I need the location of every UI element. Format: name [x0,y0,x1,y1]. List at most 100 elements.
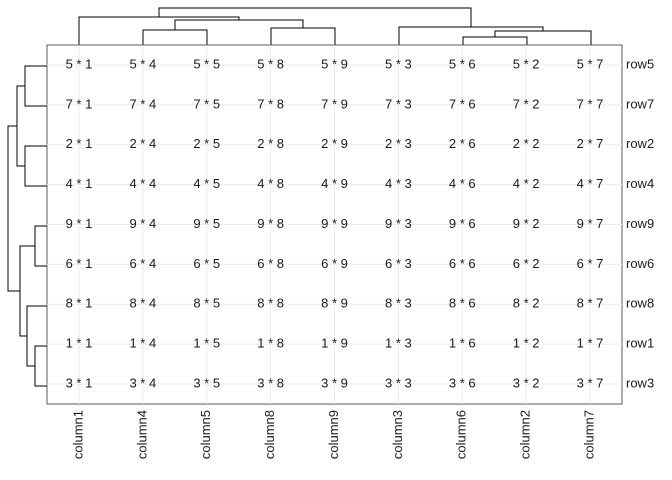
cell-label: 2 * 1 [66,136,93,151]
cell-label: 8 * 3 [385,296,412,311]
cell-label: 5 * 9 [321,56,348,71]
cell-label: 2 * 4 [129,136,156,151]
cell-label: 4 * 7 [577,176,604,191]
cell-label: 9 * 3 [385,216,412,231]
cell-label: 7 * 2 [513,96,540,111]
cell-label: 2 * 5 [193,136,220,151]
cell-label: 2 * 8 [257,136,284,151]
cell-label: 3 * 7 [577,375,604,390]
column-label: column1 [70,410,85,459]
cell-label: 6 * 8 [257,256,284,271]
column-label: column6 [454,410,469,459]
cell-label: 9 * 8 [257,216,284,231]
cell-label: 7 * 6 [449,96,476,111]
cell-label: 9 * 7 [577,216,604,231]
cell-label: 8 * 2 [513,296,540,311]
cell-label: 9 * 5 [193,216,220,231]
cell-label: 4 * 6 [449,176,476,191]
column-label: column8 [262,410,277,459]
cell-label: 1 * 5 [193,336,220,351]
cell-label: 8 * 8 [257,296,284,311]
row-dendrogram [7,65,47,387]
row-label: row3 [626,375,654,390]
cell-label: 5 * 7 [577,56,604,71]
cell-label: 1 * 7 [577,336,604,351]
cell-label: 1 * 8 [257,336,284,351]
cell-label: 4 * 8 [257,176,284,191]
cell-label: 9 * 2 [513,216,540,231]
cell-label: 3 * 3 [385,375,412,390]
cell-label: 7 * 7 [577,96,604,111]
cell-label: 1 * 4 [129,336,156,351]
cell-label: 9 * 4 [129,216,156,231]
cell-label: 6 * 7 [577,256,604,271]
cell-label: 7 * 3 [385,96,412,111]
cell-label: 7 * 5 [193,96,220,111]
cell-label: 8 * 9 [321,296,348,311]
row-label: row1 [626,336,654,351]
cell-label: 7 * 9 [321,96,348,111]
row-label: row6 [626,256,654,271]
cell-label: 2 * 6 [449,136,476,151]
row-label: row4 [626,176,654,191]
cell-label: 2 * 9 [321,136,348,151]
cell-label: 8 * 1 [66,296,93,311]
cell-label: 4 * 5 [193,176,220,191]
cell-label: 3 * 1 [66,375,93,390]
cell-label: 5 * 2 [513,56,540,71]
cell-label: 8 * 7 [577,296,604,311]
cell-label: 5 * 3 [385,56,412,71]
row-label: row8 [626,296,654,311]
column-label: column9 [326,410,341,459]
cell-label: 1 * 2 [513,336,540,351]
cell-label: 7 * 1 [66,96,93,111]
cell-label: 1 * 1 [66,336,93,351]
cell-label: 8 * 4 [129,296,156,311]
cell-label: 6 * 9 [321,256,348,271]
cell-label: 9 * 9 [321,216,348,231]
row-label: row2 [626,136,654,151]
column-label: column4 [134,410,149,459]
column-label: column3 [390,410,405,459]
cell-label: 5 * 4 [129,56,156,71]
cell-label: 5 * 6 [449,56,476,71]
column-label: column7 [581,410,596,459]
cell-label: 7 * 4 [129,96,156,111]
cell-label: 4 * 3 [385,176,412,191]
cell-label: 3 * 6 [449,375,476,390]
cell-label: 9 * 6 [449,216,476,231]
cell-label: 3 * 2 [513,375,540,390]
cell-label: 8 * 6 [449,296,476,311]
cell-label: 6 * 4 [129,256,156,271]
cell-label: 1 * 3 [385,336,412,351]
cell-label: 5 * 1 [66,56,93,71]
cell-label: 1 * 6 [449,336,476,351]
cell-label: 4 * 9 [321,176,348,191]
cell-label: 6 * 6 [449,256,476,271]
cell-label: 4 * 1 [66,176,93,191]
column-label: column2 [518,410,533,459]
cell-label: 9 * 1 [66,216,93,231]
row-label: row9 [626,216,654,231]
cell-label: 4 * 2 [513,176,540,191]
cell-label: 6 * 2 [513,256,540,271]
cell-label: 3 * 8 [257,375,284,390]
cell-label: 6 * 1 [66,256,93,271]
cell-label: 3 * 9 [321,375,348,390]
cell-label: 4 * 4 [129,176,156,191]
column-dendrogram [78,7,592,45]
cell-label: 3 * 4 [129,375,156,390]
cell-label: 7 * 8 [257,96,284,111]
cell-label: 8 * 5 [193,296,220,311]
row-label: row5 [626,56,654,71]
cell-label: 2 * 2 [513,136,540,151]
cell-label: 5 * 5 [193,56,220,71]
cell-label: 5 * 8 [257,56,284,71]
cell-label: 3 * 5 [193,375,220,390]
cell-label: 2 * 3 [385,136,412,151]
cell-label: 6 * 3 [385,256,412,271]
cell-label: 6 * 5 [193,256,220,271]
cell-label: 2 * 7 [577,136,604,151]
row-label: row7 [626,96,654,111]
